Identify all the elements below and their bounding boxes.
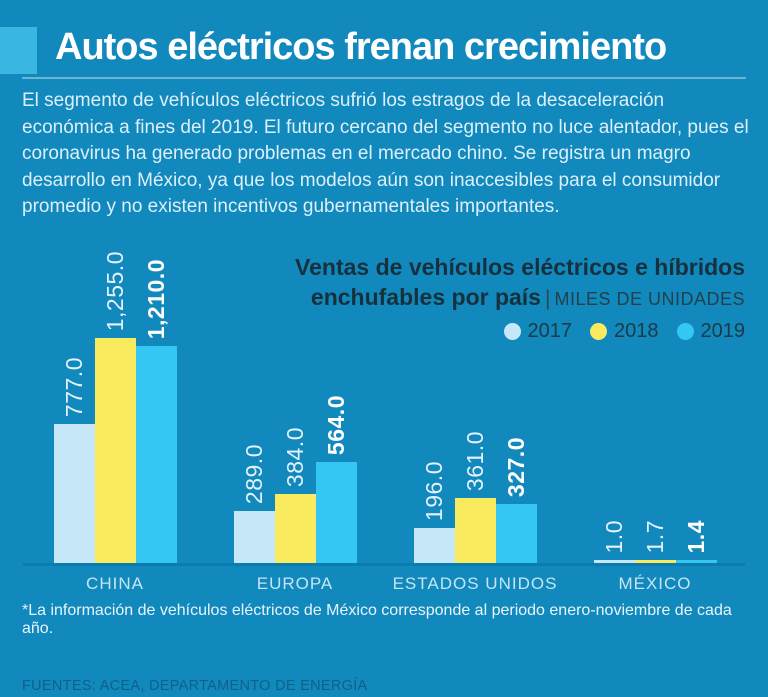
header-divider	[22, 77, 746, 79]
sources: FUENTES: ACEA, DEPARTAMENTO DE ENERGÍA D…	[22, 636, 722, 697]
bar	[454, 498, 496, 563]
bar	[135, 346, 177, 563]
intro-paragraph: El segmento de vehículos eléctricos sufr…	[22, 90, 749, 217]
legend-item-2018: 2018	[590, 320, 659, 343]
legend-label-2017: 2017	[527, 320, 573, 342]
bar-value-label: 564.0	[322, 394, 349, 455]
bar-column: 289.0	[233, 233, 275, 563]
page-title: Autos eléctricos frenan crecimiento	[55, 26, 667, 68]
bar-value-label: 289.0	[240, 444, 267, 505]
bar-group-estados-unidos: 196.0 361.0 327.0	[413, 233, 537, 563]
category-label: ESTADOS UNIDOS	[392, 574, 558, 593]
legend-label-2019: 2019	[700, 320, 746, 342]
bar	[593, 560, 635, 563]
bar-column: 196.0	[413, 233, 455, 563]
category-label: CHINA	[86, 574, 144, 593]
axis-baseline	[23, 563, 745, 566]
bar-value-label: 1,210.0	[142, 258, 169, 340]
chart-title-line2: enchufables por país | MILES DE UNIDADES	[295, 282, 745, 316]
legend-item-2019: 2019	[676, 320, 746, 343]
bar	[495, 504, 537, 563]
bar-column: 564.0	[315, 233, 357, 563]
bar	[53, 423, 95, 563]
bar-value-label: 1.7	[641, 519, 668, 553]
bar-value-label: 1,255.0	[101, 250, 128, 331]
bar	[94, 338, 136, 563]
accent-square	[0, 27, 37, 74]
chart-title-line1: Ventas de vehículos eléctricos e híbrido…	[295, 254, 745, 280]
bar-value-label: 327.0	[502, 437, 529, 498]
legend-label-2018: 2018	[614, 320, 659, 342]
bar-value-label: 196.0	[420, 460, 447, 521]
bar	[634, 560, 676, 563]
bar-group-méxico: 1.0 1.7 1.4	[593, 233, 717, 563]
category-label: MÉXICO	[618, 574, 692, 593]
bar-value-label: 384.0	[281, 427, 308, 488]
bar-column: 384.0	[274, 233, 316, 563]
footnote: *La información de vehículos eléctricos …	[22, 602, 732, 637]
bar	[274, 494, 316, 563]
sources-line1: FUENTES: ACEA, DEPARTAMENTO DE ENERGÍA	[22, 678, 368, 694]
legend-dot-2017-icon	[503, 323, 521, 340]
bar	[675, 560, 717, 563]
bar	[315, 461, 357, 563]
bar-value-label: 777.0	[60, 356, 87, 417]
bar	[233, 511, 275, 563]
category-label: EUROPA	[256, 574, 334, 593]
bar-value-label: 361.0	[461, 431, 488, 492]
chart-title: Ventas de vehículos eléctricos e híbrido…	[295, 252, 745, 316]
bar-group-china: 777.0 1,255.0 1,210.0	[53, 233, 177, 563]
bar-column: 1.7	[634, 233, 676, 563]
legend-dot-2019-icon	[676, 323, 694, 340]
bar-group-europa: 289.0 384.0 564.0	[233, 233, 357, 563]
chart-units-label: MILES DE UNIDADES	[554, 289, 745, 309]
bar-column: 361.0	[454, 233, 496, 563]
bar-column: 327.0	[495, 233, 537, 563]
bar-value-label: 1.4	[682, 519, 709, 553]
chart-title-line2-bold: enchufables por país	[310, 284, 541, 310]
legend-dot-2018-icon	[590, 323, 607, 340]
bar-value-label: 1.0	[600, 519, 627, 553]
bar-column: 777.0	[53, 233, 95, 563]
chart-title-separator: |	[544, 287, 551, 310]
bar	[413, 527, 455, 563]
bar-column: 1,255.0	[94, 233, 136, 563]
legend-item-2017: 2017	[503, 320, 573, 343]
chart-legend: 2017 2018 2019	[503, 320, 746, 343]
bar-column: 1.0	[593, 233, 635, 563]
bar-chart: 777.0 1,255.0 1,210.0 289.0 384.0 564.0 196.0 3…	[0, 233, 768, 563]
bar-column: 1.4	[675, 233, 717, 563]
bar-column: 1,210.0	[135, 233, 177, 563]
